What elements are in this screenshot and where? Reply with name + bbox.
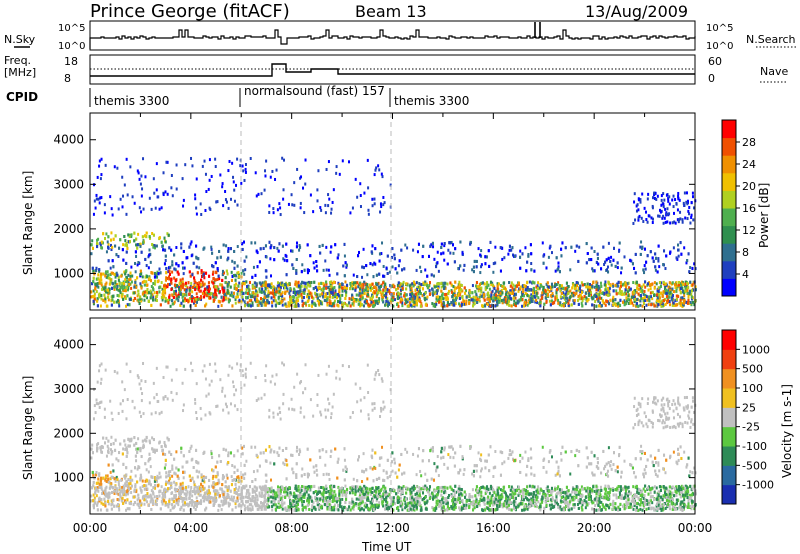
colorbar-tick-label: 25 (742, 401, 756, 414)
cpid-segment-2: normalsound (fast) 157 (244, 84, 385, 98)
colorbar-segment (722, 120, 736, 139)
velocity-panel: 1000 2000 3000 4000 00:00 04:00 08:00 12:00 16:… (21, 317, 713, 554)
colorbar-segment (722, 465, 736, 486)
beam-label: Beam 13 (355, 2, 427, 21)
colorbar-tick-label: 4 (742, 268, 749, 281)
colorbar-tick-label: 500 (742, 363, 763, 376)
colorbar-tick-label: 12 (742, 224, 756, 237)
freq-tick-top: 18 (64, 55, 78, 68)
nave-tick-bottom: 0 (708, 72, 715, 85)
sky-tick-bottom: 10^0 (58, 41, 85, 52)
x-tick-label: 12:00 (375, 521, 410, 535)
cpid-segment-3: themis 3300 (394, 94, 469, 108)
colorbar-segment (722, 225, 736, 244)
colorbar-tick-label: 1000 (742, 343, 770, 356)
colorbar-segment (722, 172, 736, 191)
y-tick-label: 1000 (53, 266, 84, 280)
nave-tick-top: 60 (708, 55, 722, 68)
freq-label: Freq. (4, 54, 31, 67)
velocity-colorbar: 1000 500 100 25 -25 -100 -500 -1000 Velocity [m… (721, 329, 794, 505)
colorbar-segment (722, 243, 736, 262)
frequency-line (90, 63, 695, 77)
colorbar-tick-label: -1000 (742, 479, 774, 492)
x-tick-label: 08:00 (274, 521, 309, 535)
colorbar-segment (722, 349, 736, 370)
sky-tick-top-right: 10^5 (706, 23, 733, 34)
date-label: 13/Aug/2009 (585, 2, 688, 21)
sky-tick-top: 10^5 (58, 23, 85, 34)
y-tick-label: 4000 (53, 338, 84, 352)
colorbar-tick-label: 28 (742, 136, 756, 149)
search-noise-spike (534, 22, 541, 38)
sky-noise-panel: N.Sky 10^5 10^0 10^5 10^0 N.Search (4, 20, 796, 52)
colorbar-segment (722, 155, 736, 174)
colorbar-segment (722, 407, 736, 428)
colorbar-tick-label: 16 (742, 202, 756, 215)
x-tick-label: 00:00 (73, 521, 108, 535)
search-label: N.Search (746, 33, 796, 46)
freq-unit-label: [MHz] (4, 66, 36, 79)
colorbar-tick-label: 24 (742, 158, 756, 171)
cpid-label: CPID (6, 90, 38, 104)
x-tick-label: 04:00 (174, 521, 209, 535)
sky-tick-bottom-right: 10^0 (706, 41, 733, 52)
sky-label: N.Sky (4, 33, 36, 46)
y-tick-label: 3000 (53, 177, 84, 191)
y-tick-label: 4000 (53, 133, 84, 147)
y-tick-label: 2000 (53, 222, 84, 236)
colorbar-segment (722, 368, 736, 389)
velocity-data (90, 361, 697, 512)
frequency-panel: Freq. [MHz] 18 8 60 0 Nave (4, 54, 788, 85)
power-colorbar-label: Power [dB] (757, 183, 771, 248)
power-panel: 1000 2000 3000 4000 Slant Range [km] (21, 112, 697, 311)
colorbar-segment (722, 388, 736, 408)
colorbar-segment (722, 278, 736, 297)
power-ylabel: Slant Range [km] (21, 171, 35, 275)
colorbar-segment (722, 208, 736, 227)
colorbar-tick-label: -500 (742, 459, 767, 472)
sky-noise-line (89, 29, 696, 49)
time-xlabel: Time UT (361, 540, 412, 554)
colorbar-tick-label: -100 (742, 440, 767, 453)
cpid-panel: CPID themis 3300 normalsound (fast) 157 … (6, 84, 469, 108)
nave-label: Nave (760, 65, 788, 78)
cpid-segment-1: themis 3300 (94, 94, 169, 108)
colorbar-tick-label: 8 (742, 246, 749, 259)
colorbar-segment (722, 190, 736, 209)
y-tick-label: 1000 (53, 471, 84, 485)
colorbar-segment (722, 426, 736, 447)
power-colorbar: 4 8 12 16 20 24 28 Power [dB] (721, 119, 771, 297)
colorbar-segment (722, 484, 736, 505)
power-data (90, 156, 697, 308)
radar-title: Prince George (fitACF) (90, 1, 290, 22)
x-tick-label: 20:00 (577, 521, 612, 535)
freq-tick-bottom: 8 (64, 72, 71, 85)
colorbar-segment (722, 446, 736, 466)
colorbar-segment (722, 260, 736, 279)
velocity-ylabel: Slant Range [km] (21, 376, 35, 480)
y-tick-label: 2000 (53, 426, 84, 440)
y-tick-label: 3000 (53, 382, 84, 396)
colorbar-segment (722, 137, 736, 156)
x-tick-label: 16:00 (476, 521, 511, 535)
x-tick-label: 00:00 (678, 521, 713, 535)
velocity-colorbar-label: Velocity [m s-1] (780, 384, 794, 478)
colorbar-tick-label: 100 (742, 382, 763, 395)
colorbar-segment (722, 330, 736, 350)
colorbar-tick-label: -25 (742, 421, 760, 434)
colorbar-tick-label: 20 (742, 180, 756, 193)
